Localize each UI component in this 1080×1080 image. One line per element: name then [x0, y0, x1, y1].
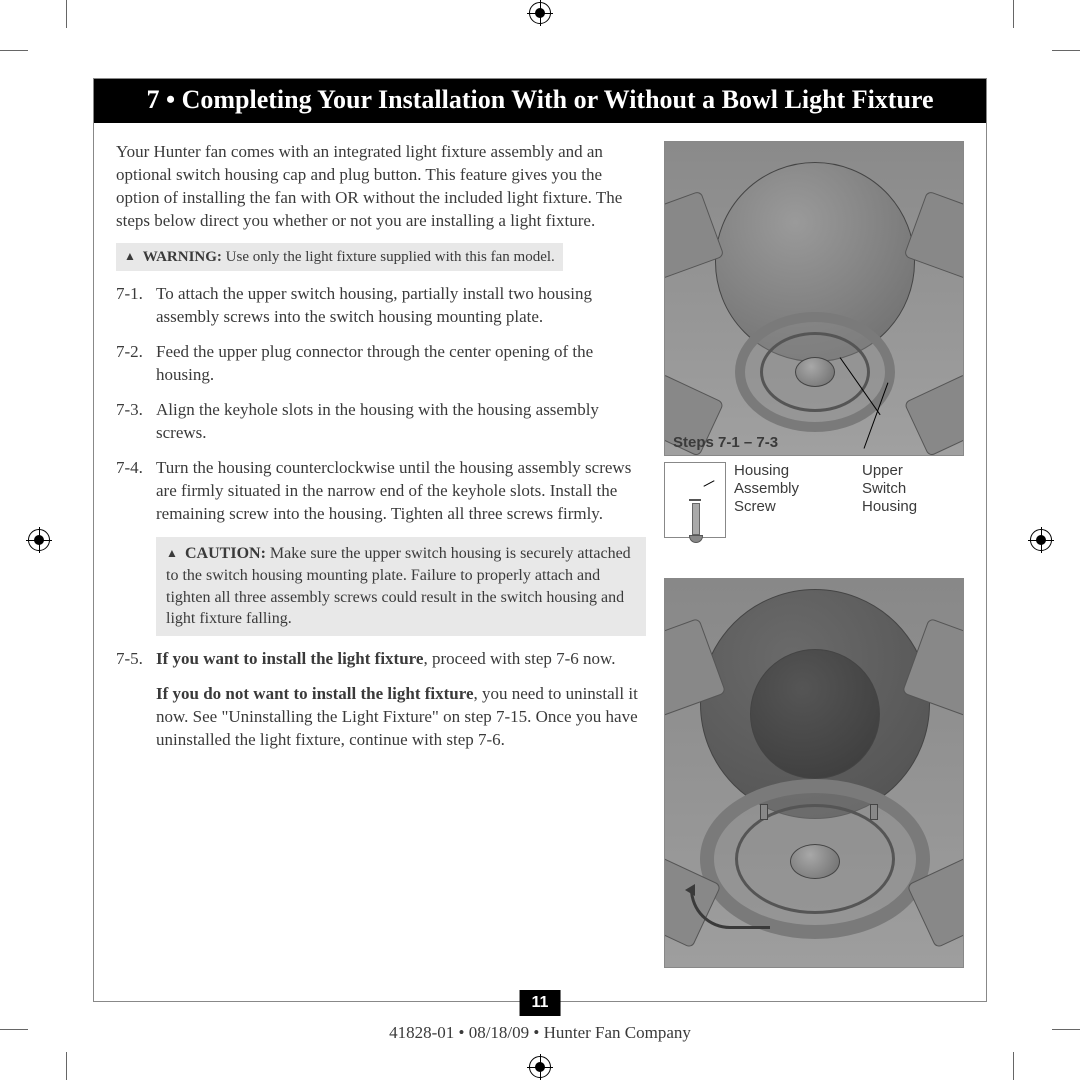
step-number: 7-5.: [116, 648, 156, 671]
screw-icon: [689, 499, 701, 501]
crop-mark: [0, 1029, 28, 1030]
figure-2: [664, 578, 964, 968]
step-list: 7-1. To attach the upper switch housing,…: [116, 283, 646, 525]
legend-text-2: Upper Switch Housing: [862, 462, 932, 538]
caution-box: CAUTION: Make sure the upper switch hous…: [156, 537, 646, 635]
footer-text: 41828-01 • 08/18/09 • Hunter Fan Company: [94, 1023, 986, 1043]
step-number: 7-1.: [116, 283, 156, 329]
step-body: Align the keyhole slots in the housing w…: [156, 399, 646, 445]
step-body: If you want to install the light fixture…: [156, 648, 646, 671]
step-item: 7-2. Feed the upper plug connector throu…: [116, 341, 646, 387]
figure-1: Steps 7-1 – 7-3: [664, 141, 964, 456]
step-bold: If you want to install the light fixture: [156, 649, 423, 668]
text-column: Your Hunter fan comes with an integrated…: [116, 141, 646, 968]
legend-screw-box: [664, 462, 726, 538]
step-item: 7-1. To attach the upper switch housing,…: [116, 283, 646, 329]
page-number: 11: [520, 990, 561, 1016]
step-sub: If you do not want to install the light …: [156, 683, 646, 752]
registration-mark: [1030, 529, 1052, 551]
step-rest: , proceed with step 7-6 now.: [423, 649, 615, 668]
step-item: 7-4. Turn the housing counterclockwise u…: [116, 457, 646, 526]
crop-mark: [1013, 0, 1014, 28]
crop-mark: [0, 50, 28, 51]
crop-mark: [66, 1052, 67, 1080]
step-number: 7-3.: [116, 399, 156, 445]
warning-icon: [166, 547, 179, 559]
warning-box: WARNING: Use only the light fixture supp…: [116, 243, 563, 271]
step-item: 7-5. If you want to install the light fi…: [116, 648, 646, 671]
warning-label: WARNING:: [143, 249, 222, 265]
page-frame: 7 • Completing Your Installation With or…: [93, 78, 987, 1002]
step-body: Turn the housing counterclockwise until …: [156, 457, 646, 526]
crop-mark: [1052, 50, 1080, 51]
warning-icon: [124, 250, 137, 262]
step-item: 7-3. Align the keyhole slots in the hous…: [116, 399, 646, 445]
registration-mark: [529, 2, 551, 24]
crop-mark: [1013, 1052, 1014, 1080]
crop-mark: [1052, 1029, 1080, 1030]
legend-text-1: Housing Assembly Screw: [734, 462, 814, 538]
step-body: To attach the upper switch housing, part…: [156, 283, 646, 329]
section-header: 7 • Completing Your Installation With or…: [94, 79, 986, 123]
figure-caption: Steps 7-1 – 7-3: [673, 434, 778, 451]
caution-label: CAUTION:: [185, 545, 266, 562]
crop-mark: [66, 0, 67, 28]
step-body: Feed the upper plug connector through th…: [156, 341, 646, 387]
figure-column: Steps 7-1 – 7-3 Housing Assembly Screw U…: [664, 141, 964, 968]
registration-mark: [28, 529, 50, 551]
content-area: Your Hunter fan comes with an integrated…: [94, 123, 986, 968]
legend-row: Housing Assembly Screw Upper Switch Hous…: [664, 462, 964, 538]
step-number: 7-4.: [116, 457, 156, 526]
registration-mark: [529, 1056, 551, 1078]
step-bold: If you do not want to install the light …: [156, 684, 474, 703]
step-number: 7-2.: [116, 341, 156, 387]
intro-paragraph: Your Hunter fan comes with an integrated…: [116, 141, 646, 233]
warning-text: Use only the light fixture supplied with…: [222, 249, 555, 265]
